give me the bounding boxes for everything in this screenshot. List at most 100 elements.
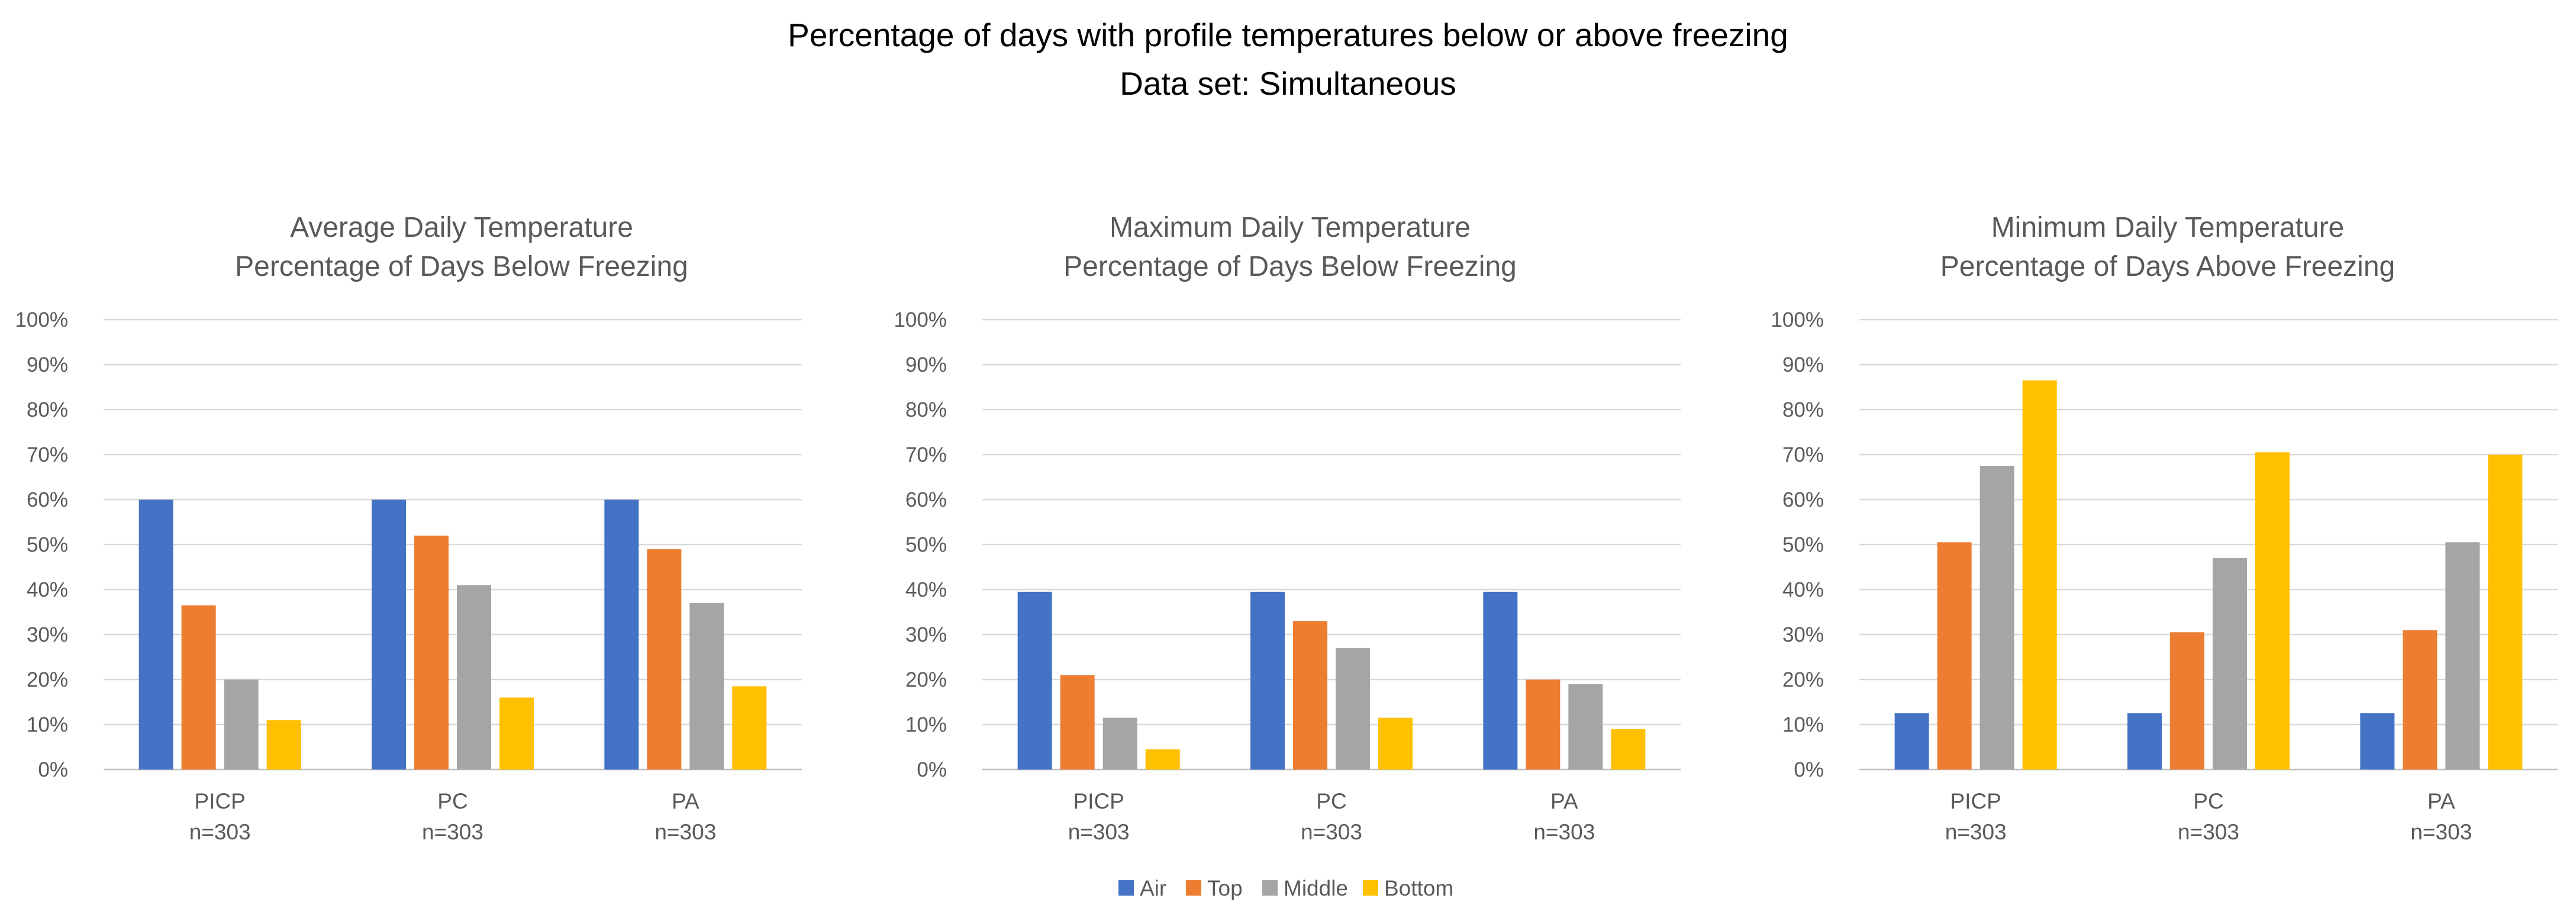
bar-air-picp bbox=[1017, 591, 1052, 770]
chart-2-y-tick-label: 100% bbox=[894, 308, 947, 331]
chart-1-y-tick-label: 70% bbox=[27, 443, 68, 466]
chart-1-y-tick-label: 40% bbox=[27, 578, 68, 601]
legend-swatch-air bbox=[1118, 880, 1134, 896]
chart-2-y-tick-label: 50% bbox=[905, 533, 947, 556]
bar-middle-picp bbox=[1102, 717, 1137, 770]
chart-2-category-label: PICP bbox=[1073, 789, 1124, 813]
bar-middle-pa bbox=[689, 603, 724, 770]
chart-3-y-tick-label: 60% bbox=[1782, 488, 1824, 511]
chart-3-y-tick-label: 80% bbox=[1782, 398, 1824, 421]
chart-2-category-sublabel: n=303 bbox=[1068, 820, 1130, 844]
bar-air-pa bbox=[604, 500, 639, 770]
chart-1-title-line1: Average Daily Temperature bbox=[290, 212, 633, 243]
chart-2-y-tick-label: 0% bbox=[917, 758, 947, 781]
legend-swatch-bottom bbox=[1363, 880, 1378, 896]
chart-2-y-tick-label: 90% bbox=[905, 353, 947, 376]
bar-middle-pc bbox=[457, 585, 491, 770]
bar-bottom-pc bbox=[1378, 717, 1413, 770]
bar-air-pc bbox=[1250, 591, 1285, 770]
chart-3-y-tick-label: 30% bbox=[1782, 623, 1824, 646]
chart-1-category-sublabel: n=303 bbox=[422, 820, 483, 844]
bar-top-pc bbox=[414, 535, 449, 770]
main-title: Percentage of days with profile temperat… bbox=[0, 11, 2576, 108]
chart-2-title-line1: Maximum Daily Temperature bbox=[1110, 212, 1471, 243]
chart-3-y-tick-label: 100% bbox=[1771, 308, 1824, 331]
chart-1-y-tick-label: 90% bbox=[27, 353, 68, 376]
bar-top-pc bbox=[1293, 621, 1327, 770]
chart-1-y-tick-label: 30% bbox=[27, 623, 68, 646]
legend-swatch-top bbox=[1186, 880, 1201, 896]
chart-2-title-line2: Percentage of Days Below Freezing bbox=[1063, 251, 1517, 282]
bar-top-picp bbox=[1937, 542, 1972, 770]
bar-bottom-pa bbox=[732, 686, 767, 770]
chart-3-title-line1: Minimum Daily Temperature bbox=[1991, 212, 2345, 243]
chart-1-y-tick-label: 50% bbox=[27, 533, 68, 556]
legend-swatch-middle bbox=[1262, 880, 1278, 896]
bar-top-picp bbox=[181, 605, 216, 770]
chart-3-y-tick-label: 10% bbox=[1782, 713, 1824, 736]
bar-bottom-picp bbox=[1145, 749, 1180, 770]
bar-top-pa bbox=[1526, 680, 1561, 770]
legend-label-bottom: Bottom bbox=[1384, 876, 1453, 900]
bar-bottom-pc bbox=[499, 697, 534, 770]
bar-air-picp bbox=[1894, 713, 1929, 770]
chart-2-y-tick-label: 10% bbox=[905, 713, 947, 736]
bar-middle-picp bbox=[1979, 466, 2014, 770]
chart-2-y-tick-label: 40% bbox=[905, 578, 947, 601]
bar-middle-pc bbox=[2213, 558, 2247, 770]
chart-1-y-tick-label: 20% bbox=[27, 668, 68, 691]
chart-2-y-tick-label: 20% bbox=[905, 668, 947, 691]
bar-air-pa bbox=[2360, 713, 2395, 770]
legend-label-top: Top bbox=[1207, 876, 1243, 900]
chart-1-y-tick-label: 0% bbox=[38, 758, 68, 781]
chart-3-y-tick-label: 40% bbox=[1782, 578, 1824, 601]
chart-3-y-tick-label: 50% bbox=[1782, 533, 1824, 556]
chart-1-y-tick-label: 60% bbox=[27, 488, 68, 511]
chart-2-category-sublabel: n=303 bbox=[1533, 820, 1595, 844]
chart-2-y-tick-label: 70% bbox=[905, 443, 947, 466]
chart-3-y-tick-label: 70% bbox=[1782, 443, 1824, 466]
legend-label-air: Air bbox=[1140, 876, 1166, 900]
chart-1-category-sublabel: n=303 bbox=[189, 820, 251, 844]
bar-top-pc bbox=[2170, 632, 2204, 770]
bar-middle-pa bbox=[1568, 684, 1603, 770]
bar-middle-pc bbox=[1336, 648, 1370, 770]
bar-middle-picp bbox=[224, 680, 259, 770]
chart-3-y-tick-label: 0% bbox=[1794, 758, 1824, 781]
chart-3-category-sublabel: n=303 bbox=[2178, 820, 2239, 844]
bar-middle-pa bbox=[2445, 542, 2480, 770]
chart-1-category-label: PICP bbox=[194, 789, 245, 813]
chart-2-y-tick-label: 80% bbox=[905, 398, 947, 421]
bar-air-pa bbox=[1483, 591, 1518, 770]
chart-3-category-label: PC bbox=[2193, 789, 2223, 813]
chart-1-y-tick-label: 100% bbox=[15, 308, 68, 331]
chart-1-category-label: PC bbox=[437, 789, 468, 813]
chart-3-category-sublabel: n=303 bbox=[2410, 820, 2472, 844]
chart-3-category-label: PA bbox=[2427, 789, 2455, 813]
chart-1-y-tick-label: 10% bbox=[27, 713, 68, 736]
bar-top-picp bbox=[1060, 675, 1095, 770]
chart-3-category-sublabel: n=303 bbox=[1945, 820, 2007, 844]
bar-bottom-picp bbox=[2022, 380, 2057, 770]
chart-1-category-label: PA bbox=[672, 789, 699, 813]
bar-top-pa bbox=[647, 549, 682, 770]
bar-air-pc bbox=[2127, 713, 2162, 770]
chart-2-y-tick-label: 30% bbox=[905, 623, 947, 646]
bar-air-picp bbox=[138, 500, 173, 770]
chart-3-y-tick-label: 90% bbox=[1782, 353, 1824, 376]
legend-label-middle: Middle bbox=[1284, 876, 1348, 900]
bar-bottom-pa bbox=[2488, 455, 2523, 770]
chart-1-category-sublabel: n=303 bbox=[655, 820, 716, 844]
chart-1-title-line2: Percentage of Days Below Freezing bbox=[235, 251, 688, 282]
chart-2-category-sublabel: n=303 bbox=[1301, 820, 1362, 844]
chart-3-title-line2: Percentage of Days Above Freezing bbox=[1940, 251, 2395, 282]
chart-2-category-label: PC bbox=[1316, 789, 1346, 813]
main-title-line2: Data set: Simultaneous bbox=[1120, 65, 1456, 102]
bar-top-pa bbox=[2403, 630, 2438, 770]
bar-bottom-pa bbox=[1611, 729, 1646, 770]
chart-3-category-label: PICP bbox=[1950, 789, 2001, 813]
bar-air-pc bbox=[372, 500, 406, 770]
main-title-line1: Percentage of days with profile temperat… bbox=[788, 17, 1788, 53]
bar-bottom-pc bbox=[2255, 452, 2290, 770]
